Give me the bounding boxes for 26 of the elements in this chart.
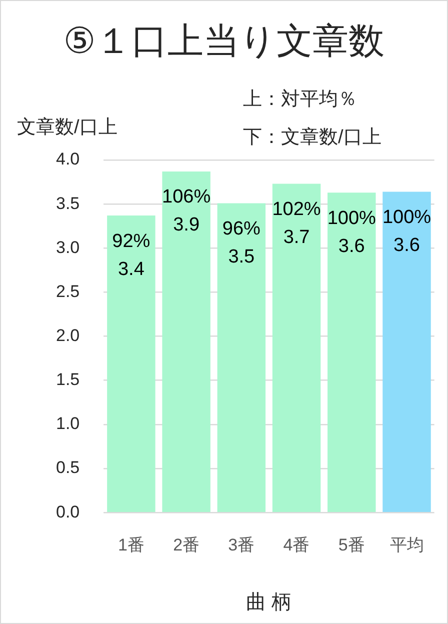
x-tick-label: 1番	[118, 535, 144, 554]
data-label: 100% 3.6	[382, 206, 432, 256]
data-label: 100% 3.6	[327, 208, 376, 257]
x-axis-title: 曲 柄	[246, 592, 292, 614]
y-tick-label: 1.0	[56, 414, 80, 434]
x-tick-label: 5番	[338, 535, 365, 554]
y-tick-label: 2.5	[56, 282, 80, 301]
y-tick-label: 3.5	[56, 194, 80, 213]
data-label: 102% 3.7	[272, 199, 321, 248]
y-tick-label: 3.0	[56, 238, 80, 257]
text: 上：対平均％	[243, 88, 357, 110]
y-tick-label: 4.0	[56, 150, 80, 169]
y-tick-label: 0.0	[56, 502, 80, 522]
chart-title: ⑤１口上当り文章数	[63, 20, 385, 61]
data-label: 92% 3.4	[112, 230, 150, 280]
data-label: 96% 3.5	[222, 218, 261, 268]
x-tick-label: 4番	[283, 535, 310, 554]
text: 下：文章数/口上	[243, 126, 382, 148]
y-tick-label: 1.5	[56, 370, 80, 390]
y-tick-label: 2.0	[56, 326, 80, 345]
y-tick-label: 0.5	[56, 458, 80, 478]
y-axis-title: 文章数/口上	[17, 116, 118, 138]
x-tick-label: 2番	[173, 535, 200, 554]
data-label: 106% 3.9	[162, 186, 211, 236]
x-tick-label: 3番	[228, 535, 255, 554]
x-tick-label: 平均	[390, 535, 424, 554]
